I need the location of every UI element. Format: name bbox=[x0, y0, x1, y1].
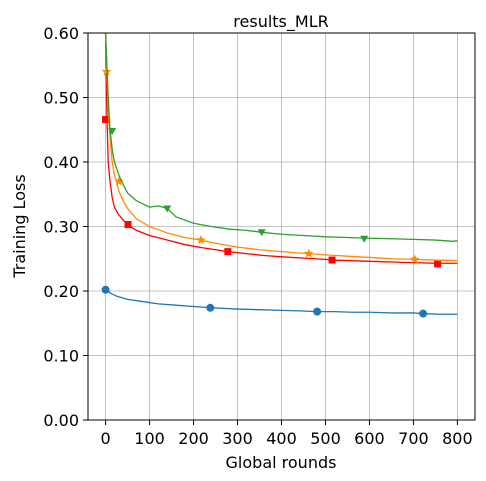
series-layer bbox=[101, 33, 458, 318]
x-tick-label: 300 bbox=[222, 429, 253, 448]
series-line bbox=[104, 33, 458, 242]
series-1 bbox=[102, 33, 458, 268]
data-point bbox=[101, 66, 112, 76]
data-point bbox=[196, 235, 206, 245]
y-tick-label: 0.40 bbox=[43, 153, 79, 172]
data-point bbox=[124, 221, 132, 229]
y-tick-label: 0.50 bbox=[43, 89, 79, 108]
data-point bbox=[419, 309, 428, 318]
x-tick-label: 600 bbox=[354, 429, 385, 448]
x-tick-label: 500 bbox=[310, 429, 341, 448]
y-tick-label: 0.10 bbox=[43, 347, 79, 366]
y-axis-label: Training Loss bbox=[10, 174, 29, 278]
x-tick-label: 700 bbox=[398, 429, 429, 448]
x-axis-label: Global rounds bbox=[226, 453, 337, 472]
data-point bbox=[163, 205, 172, 213]
y-tick-label: 0.20 bbox=[43, 282, 79, 301]
data-point bbox=[257, 229, 266, 237]
data-point bbox=[360, 235, 369, 243]
y-axis-ticks: 0.00 0.10 0.20 0.30 0.40 0.50 0.60 bbox=[43, 24, 88, 430]
data-point bbox=[108, 128, 117, 136]
x-tick-label: 200 bbox=[178, 429, 209, 448]
series-line bbox=[104, 33, 458, 262]
data-point bbox=[114, 176, 124, 186]
data-point bbox=[206, 303, 215, 312]
y-tick-label: 0.30 bbox=[43, 218, 79, 237]
data-point bbox=[410, 254, 420, 264]
data-point bbox=[101, 285, 110, 294]
data-point bbox=[102, 115, 110, 123]
y-tick-label: 0.60 bbox=[43, 24, 79, 43]
y-tick-label: 0.00 bbox=[43, 411, 79, 430]
x-tick-label: 800 bbox=[442, 429, 473, 448]
data-point bbox=[328, 256, 336, 264]
x-axis-ticks: 0 100 200 300 400 500 600 700 800 bbox=[100, 420, 473, 448]
series-line bbox=[105, 289, 458, 315]
data-point bbox=[434, 260, 442, 268]
series-3 bbox=[104, 33, 458, 243]
x-tick-label: 400 bbox=[266, 429, 297, 448]
x-tick-label: 0 bbox=[100, 429, 110, 448]
series-line bbox=[104, 33, 458, 264]
series-0 bbox=[101, 285, 458, 318]
chart-title: results_MLR bbox=[233, 12, 328, 32]
x-tick-label: 100 bbox=[134, 429, 165, 448]
series-2 bbox=[101, 33, 458, 264]
data-point bbox=[224, 248, 232, 256]
data-point bbox=[304, 248, 314, 258]
data-point bbox=[313, 307, 322, 316]
